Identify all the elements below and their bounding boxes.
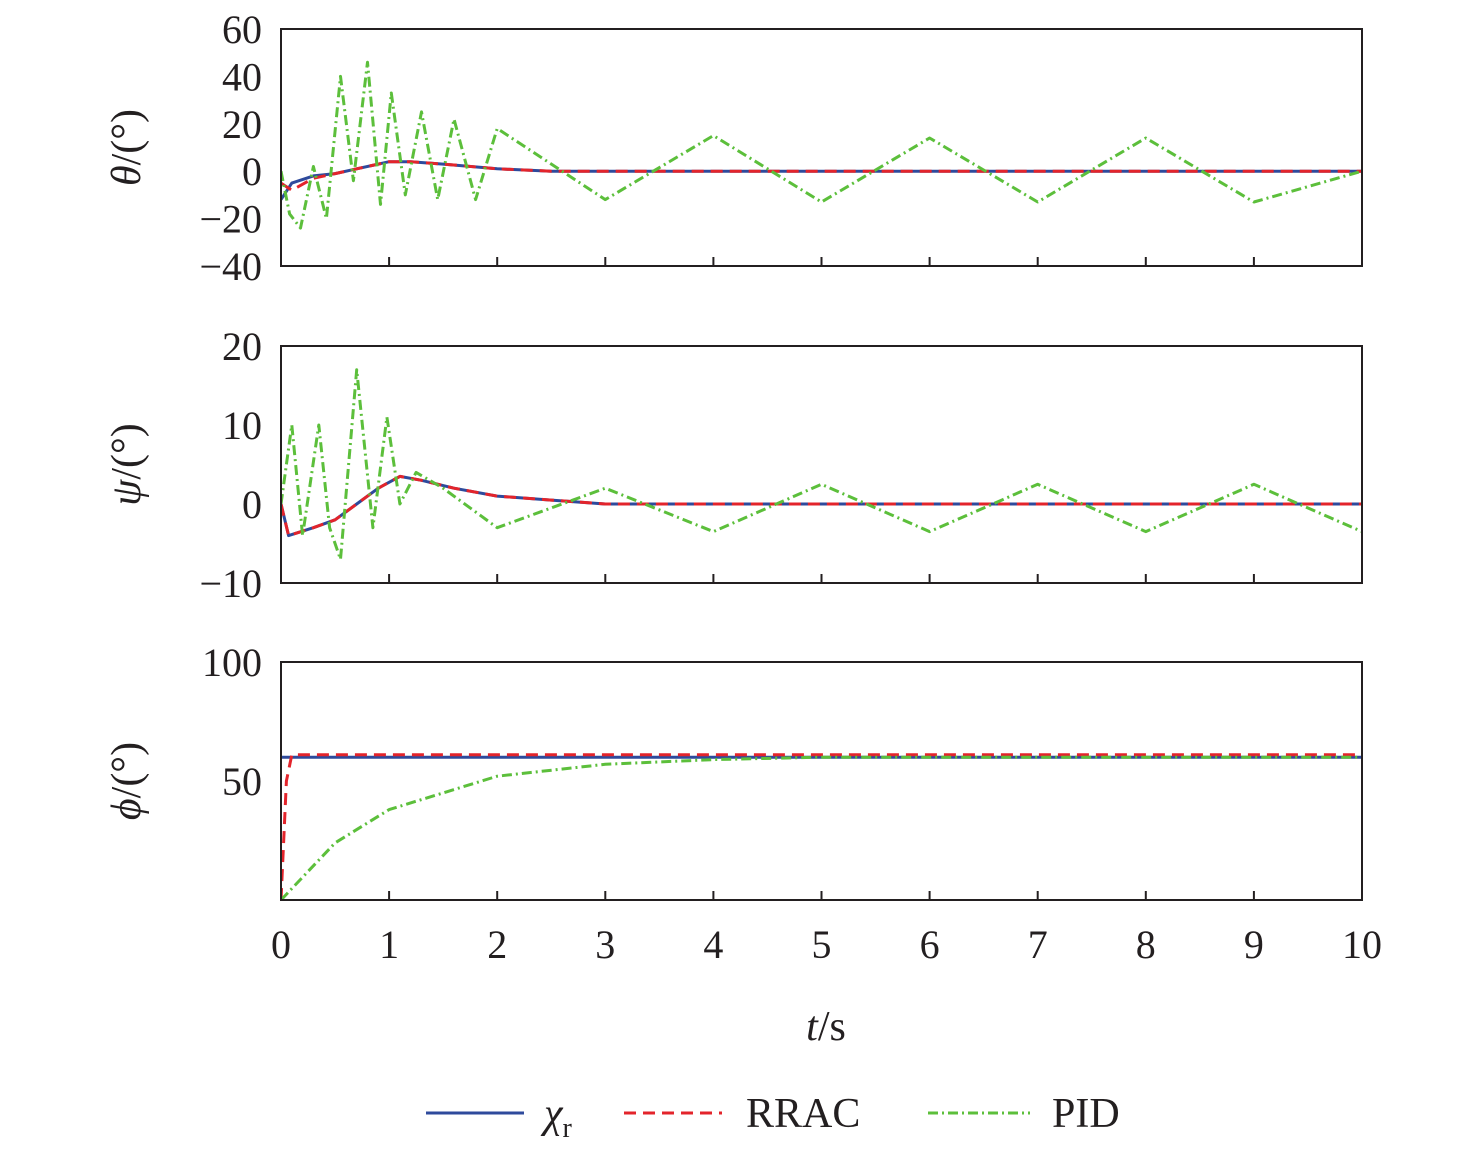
y-axis-label: ϕ/(°)	[104, 742, 150, 820]
panel-frame	[280, 28, 1363, 267]
x-axis-label: t/s	[806, 1004, 846, 1050]
y-tick-label: 20	[222, 324, 262, 369]
x-tick-label: 9	[1244, 922, 1264, 967]
y-tick-label: 100	[202, 640, 262, 685]
series-rrac-line	[281, 474, 1362, 538]
panel-2: −10 0 10 20 ψ/(°)	[104, 324, 1363, 606]
series-reference-line	[281, 474, 1362, 538]
y-axis-unit: /(°)	[104, 109, 150, 165]
y-tick-label: 10	[222, 403, 262, 448]
x-axis-var: t	[806, 1004, 819, 1050]
y-tick-label: −40	[199, 244, 262, 289]
y-tick-label: 50	[222, 759, 262, 804]
x-axis-unit: /s	[818, 1004, 846, 1050]
y-tick-label: 0	[242, 482, 262, 527]
y-axis-label: θ/(°)	[104, 109, 150, 186]
x-tick-label: 10	[1342, 922, 1382, 967]
legend: χr RRAC PID	[426, 1091, 1120, 1144]
y-tick-label: 60	[222, 7, 262, 52]
x-tick-label: 5	[812, 922, 832, 967]
y-tick-label: 0	[242, 149, 262, 194]
x-axis-tick-labels: 0 1 2 3 4 5 6 7 8 9 10	[271, 922, 1382, 967]
series-pid-line	[281, 755, 1362, 900]
x-tick-label: 4	[703, 922, 723, 967]
y-tick-label: −10	[199, 561, 262, 606]
y-axis-var: ψ	[104, 479, 150, 506]
y-tick-label: 40	[222, 54, 262, 99]
legend-rrac-label: RRAC	[746, 1091, 860, 1137]
y-axis-label: ψ/(°)	[104, 423, 150, 506]
x-tick-label: 8	[1136, 922, 1156, 967]
panel-frame	[280, 345, 1363, 584]
legend-pid-label: PID	[1052, 1091, 1120, 1137]
x-tick-label: 0	[271, 922, 291, 967]
panel-frame	[280, 661, 1363, 901]
x-tick-label: 6	[920, 922, 940, 967]
x-tick-label: 7	[1028, 922, 1048, 967]
legend-reference-label: χr	[540, 1091, 572, 1144]
x-tick-label: 1	[379, 922, 399, 967]
series-pid-line	[281, 368, 1362, 561]
y-axis-var: ϕ	[104, 798, 150, 820]
y-tick-label: −20	[199, 197, 262, 242]
series-rrac-line	[281, 753, 1362, 900]
x-tick-label: 3	[595, 922, 615, 967]
y-axis-var: θ	[104, 165, 150, 186]
series-pid-line	[281, 60, 1362, 230]
y-axis-unit: /(°)	[104, 423, 150, 479]
y-tick-label: 20	[222, 102, 262, 147]
panel-3: 50 100 ϕ/(°)	[104, 640, 1363, 901]
series-rrac-line	[281, 160, 1362, 192]
x-tick-label: 2	[487, 922, 507, 967]
y-axis-unit: /(°)	[104, 742, 150, 798]
